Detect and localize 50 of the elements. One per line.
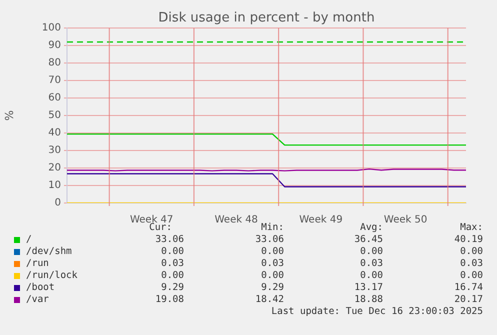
text: 9.29 <box>161 282 184 294</box>
text: 40.19 <box>454 234 483 246</box>
text: 18.88 <box>354 294 383 306</box>
text: 9.29 <box>261 282 284 294</box>
y-tick-label: 80 <box>48 58 61 69</box>
text: 0.00 <box>360 246 383 258</box>
text: 18.42 <box>255 294 284 306</box>
text: 0.00 <box>161 246 184 258</box>
text: 0.03 <box>261 258 284 270</box>
text: 0.00 <box>161 270 184 282</box>
text: 0.03 <box>161 258 184 270</box>
y-axis-title: % <box>2 110 16 121</box>
text: 0.00 <box>460 246 483 258</box>
text: 0.03 <box>460 258 483 270</box>
text: 0.00 <box>360 270 383 282</box>
y-tick-label: 20 <box>48 162 61 174</box>
text: Last update: Tue Dec 16 23:00:03 2025 <box>271 306 483 318</box>
text: Max: <box>460 222 483 234</box>
y-tick-label: 50 <box>48 110 61 122</box>
text: 36.45 <box>354 234 383 246</box>
y-tick-label: 90 <box>48 40 61 52</box>
text: 0.00 <box>261 246 284 258</box>
chart-title: Disk usage in percent - by month <box>158 10 375 26</box>
x-tick-label: Week 48 <box>214 214 258 226</box>
text: 19.08 <box>155 294 184 306</box>
text: 0.03 <box>360 258 383 270</box>
y-tick-label: 70 <box>48 75 61 86</box>
y-tick-label: 10 <box>48 180 61 192</box>
text: Min: <box>261 222 284 234</box>
x-tick-label: Week 50 <box>384 214 428 226</box>
text: 33.06 <box>155 234 184 246</box>
y-tick-label: 30 <box>48 145 61 156</box>
y-tick-label: 100 <box>42 22 61 34</box>
legend-label: / <box>26 234 32 246</box>
legend-label: /dev/shm <box>26 246 72 258</box>
y-tick-label: 40 <box>48 128 61 139</box>
legend-label: /run/lock <box>26 270 78 282</box>
text: 20.17 <box>454 294 483 306</box>
text: 0.00 <box>261 270 284 282</box>
text: 33.06 <box>255 234 284 246</box>
text: 16.74 <box>454 282 483 294</box>
text: 0.00 <box>460 270 483 282</box>
text: 13.17 <box>354 282 383 294</box>
x-tick-label: Week 49 <box>299 214 343 226</box>
y-tick-label: 60 <box>48 92 61 104</box>
legend-label: /boot <box>26 282 55 294</box>
y-tick-label: 0 <box>54 198 61 209</box>
legend-label: /run <box>26 258 49 270</box>
text: Avg: <box>360 222 383 234</box>
legend-label: /var <box>26 294 49 306</box>
